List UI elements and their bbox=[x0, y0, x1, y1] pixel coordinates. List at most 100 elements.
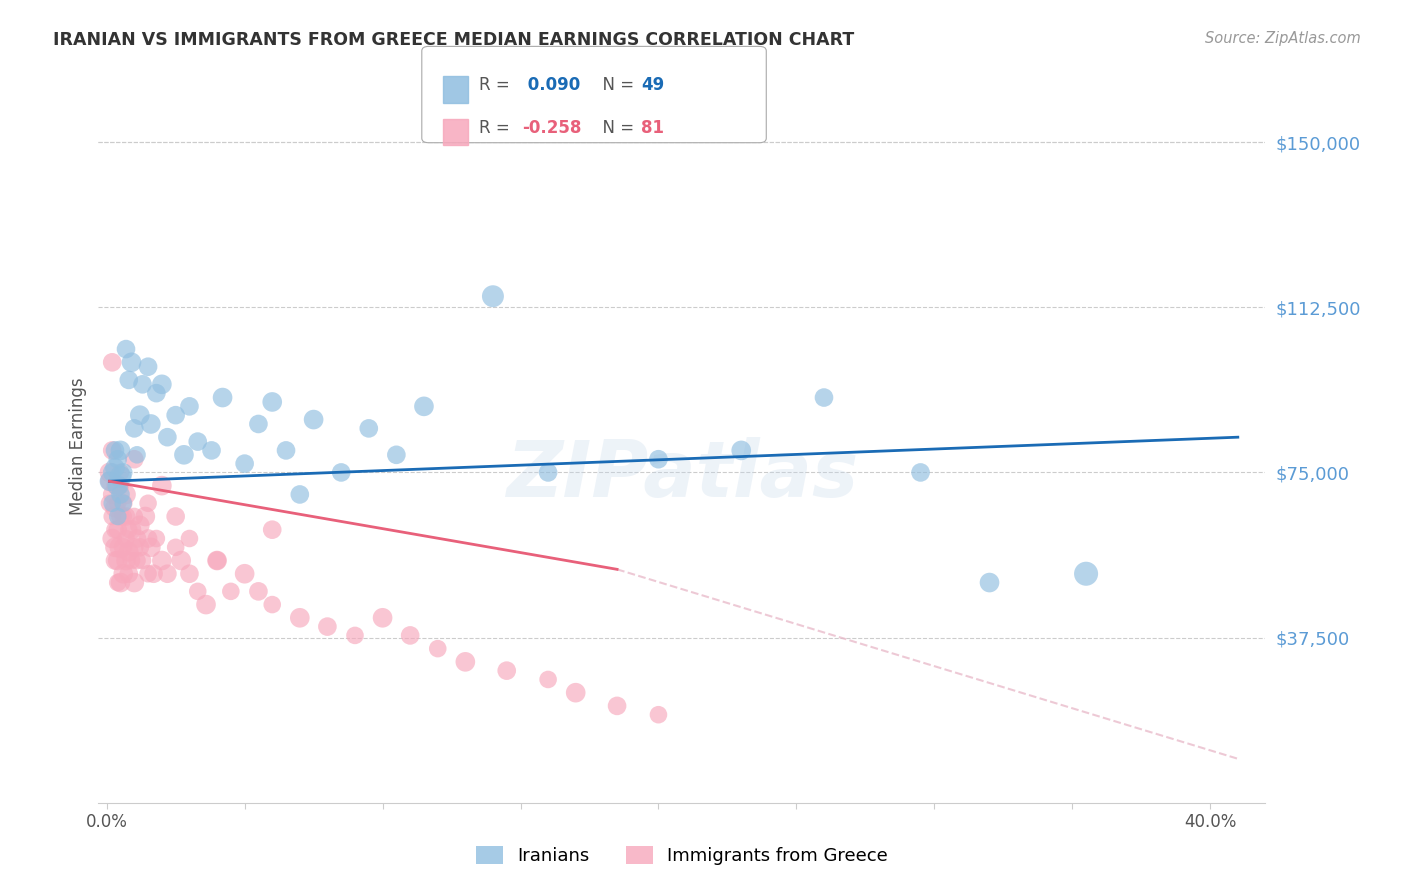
Point bbox=[357, 421, 380, 435]
Point bbox=[730, 443, 752, 458]
Text: 81: 81 bbox=[641, 119, 664, 136]
Text: IRANIAN VS IMMIGRANTS FROM GREECE MEDIAN EARNINGS CORRELATION CHART: IRANIAN VS IMMIGRANTS FROM GREECE MEDIAN… bbox=[53, 31, 855, 49]
Point bbox=[110, 466, 132, 480]
Point bbox=[330, 466, 353, 480]
Text: -0.258: -0.258 bbox=[522, 119, 581, 136]
Point bbox=[104, 523, 127, 537]
Point bbox=[112, 496, 135, 510]
Text: R =: R = bbox=[479, 119, 516, 136]
Point bbox=[115, 509, 138, 524]
Point bbox=[288, 487, 311, 501]
Point bbox=[112, 566, 135, 581]
Point bbox=[262, 395, 284, 409]
Point bbox=[413, 400, 436, 414]
Point bbox=[165, 509, 187, 524]
Point bbox=[118, 566, 141, 581]
Point bbox=[124, 541, 146, 555]
Point bbox=[187, 584, 209, 599]
Point bbox=[145, 386, 167, 401]
Point bbox=[179, 400, 201, 414]
Text: N =: N = bbox=[592, 119, 640, 136]
Point bbox=[128, 518, 150, 533]
Point bbox=[107, 509, 129, 524]
Point bbox=[302, 412, 325, 426]
Point bbox=[979, 575, 1001, 590]
Point bbox=[121, 355, 143, 369]
Point bbox=[247, 417, 270, 431]
Point bbox=[121, 553, 143, 567]
Point bbox=[179, 566, 201, 581]
Point bbox=[150, 478, 173, 492]
Point bbox=[98, 496, 121, 510]
Point bbox=[139, 417, 162, 431]
Point bbox=[136, 359, 159, 374]
Point bbox=[136, 496, 159, 510]
Point bbox=[150, 553, 173, 567]
Point bbox=[564, 686, 586, 700]
Point bbox=[112, 509, 135, 524]
Point bbox=[173, 448, 195, 462]
Point bbox=[124, 452, 146, 467]
Point bbox=[274, 443, 297, 458]
Text: N =: N = bbox=[592, 76, 640, 94]
Point bbox=[110, 575, 132, 590]
Point bbox=[104, 478, 127, 492]
Point bbox=[104, 461, 127, 475]
Point bbox=[121, 523, 143, 537]
Point bbox=[112, 466, 135, 480]
Point bbox=[156, 430, 179, 444]
Point bbox=[107, 478, 129, 492]
Point bbox=[124, 575, 146, 590]
Point bbox=[125, 553, 148, 567]
Point bbox=[606, 698, 628, 713]
Point bbox=[115, 553, 138, 567]
Point bbox=[142, 566, 165, 581]
Point bbox=[139, 541, 162, 555]
Point bbox=[110, 487, 132, 501]
Point bbox=[104, 541, 127, 555]
Point bbox=[136, 566, 159, 581]
Point bbox=[104, 443, 127, 458]
Point bbox=[118, 523, 141, 537]
Point bbox=[115, 487, 138, 501]
Legend: Iranians, Immigrants from Greece: Iranians, Immigrants from Greece bbox=[468, 838, 896, 872]
Point bbox=[124, 421, 146, 435]
Point bbox=[233, 457, 256, 471]
Point bbox=[125, 448, 148, 462]
Point bbox=[813, 391, 835, 405]
Point bbox=[454, 655, 477, 669]
Point bbox=[110, 478, 132, 492]
Point bbox=[112, 496, 135, 510]
Point bbox=[205, 553, 228, 567]
Point bbox=[165, 541, 187, 555]
Point bbox=[165, 408, 187, 422]
Point bbox=[107, 452, 129, 467]
Text: Source: ZipAtlas.com: Source: ZipAtlas.com bbox=[1205, 31, 1361, 46]
Point bbox=[131, 553, 153, 567]
Point bbox=[537, 466, 560, 480]
Point bbox=[112, 541, 135, 555]
Point bbox=[115, 342, 138, 356]
Text: 0.090: 0.090 bbox=[522, 76, 579, 94]
Point bbox=[233, 566, 256, 581]
Point bbox=[219, 584, 242, 599]
Text: 49: 49 bbox=[641, 76, 665, 94]
Point bbox=[195, 598, 218, 612]
Point bbox=[101, 487, 124, 501]
Point bbox=[910, 466, 932, 480]
Point bbox=[288, 611, 311, 625]
Point bbox=[145, 532, 167, 546]
Point bbox=[118, 373, 141, 387]
Point bbox=[110, 509, 132, 524]
Point bbox=[371, 611, 394, 625]
Point bbox=[101, 443, 124, 458]
Text: ZIPatlas: ZIPatlas bbox=[506, 436, 858, 513]
Point bbox=[110, 470, 132, 484]
Point bbox=[156, 566, 179, 581]
Point bbox=[101, 496, 124, 510]
Point bbox=[101, 532, 124, 546]
Point bbox=[107, 523, 129, 537]
Point bbox=[98, 475, 121, 489]
Point bbox=[495, 664, 517, 678]
Point bbox=[104, 553, 127, 567]
